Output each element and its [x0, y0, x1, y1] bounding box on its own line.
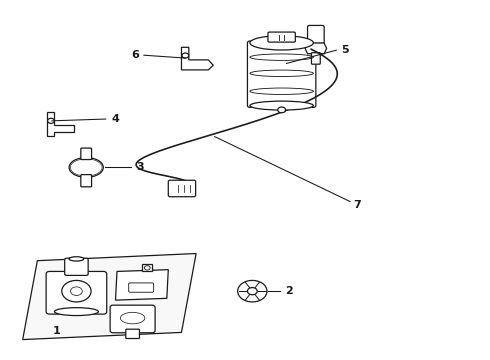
FancyBboxPatch shape	[312, 53, 320, 64]
Circle shape	[247, 288, 257, 295]
FancyBboxPatch shape	[81, 148, 92, 159]
Circle shape	[71, 287, 82, 296]
FancyBboxPatch shape	[46, 271, 107, 314]
Text: 7: 7	[353, 200, 361, 210]
FancyBboxPatch shape	[65, 258, 88, 275]
Polygon shape	[305, 43, 327, 54]
Text: 2: 2	[285, 286, 293, 296]
Polygon shape	[116, 270, 168, 300]
FancyBboxPatch shape	[126, 329, 140, 338]
FancyBboxPatch shape	[247, 41, 316, 107]
FancyBboxPatch shape	[129, 283, 154, 292]
Text: 1: 1	[53, 326, 61, 336]
Text: 4: 4	[112, 114, 120, 124]
Circle shape	[48, 118, 54, 123]
Circle shape	[238, 280, 267, 302]
Ellipse shape	[69, 158, 103, 177]
Circle shape	[145, 266, 150, 270]
Polygon shape	[23, 253, 196, 339]
Polygon shape	[143, 264, 152, 271]
Ellipse shape	[69, 257, 84, 261]
Ellipse shape	[250, 101, 314, 110]
Circle shape	[182, 53, 189, 58]
FancyBboxPatch shape	[81, 175, 92, 187]
Circle shape	[278, 107, 286, 113]
Text: 6: 6	[131, 50, 139, 60]
Ellipse shape	[54, 308, 98, 316]
Text: 5: 5	[342, 45, 349, 55]
Polygon shape	[181, 47, 213, 70]
Ellipse shape	[250, 36, 314, 50]
FancyBboxPatch shape	[308, 26, 324, 43]
Circle shape	[62, 280, 91, 302]
FancyBboxPatch shape	[268, 32, 295, 42]
FancyBboxPatch shape	[110, 305, 155, 333]
Text: 3: 3	[136, 162, 144, 172]
FancyBboxPatch shape	[168, 180, 196, 197]
Polygon shape	[47, 112, 74, 136]
